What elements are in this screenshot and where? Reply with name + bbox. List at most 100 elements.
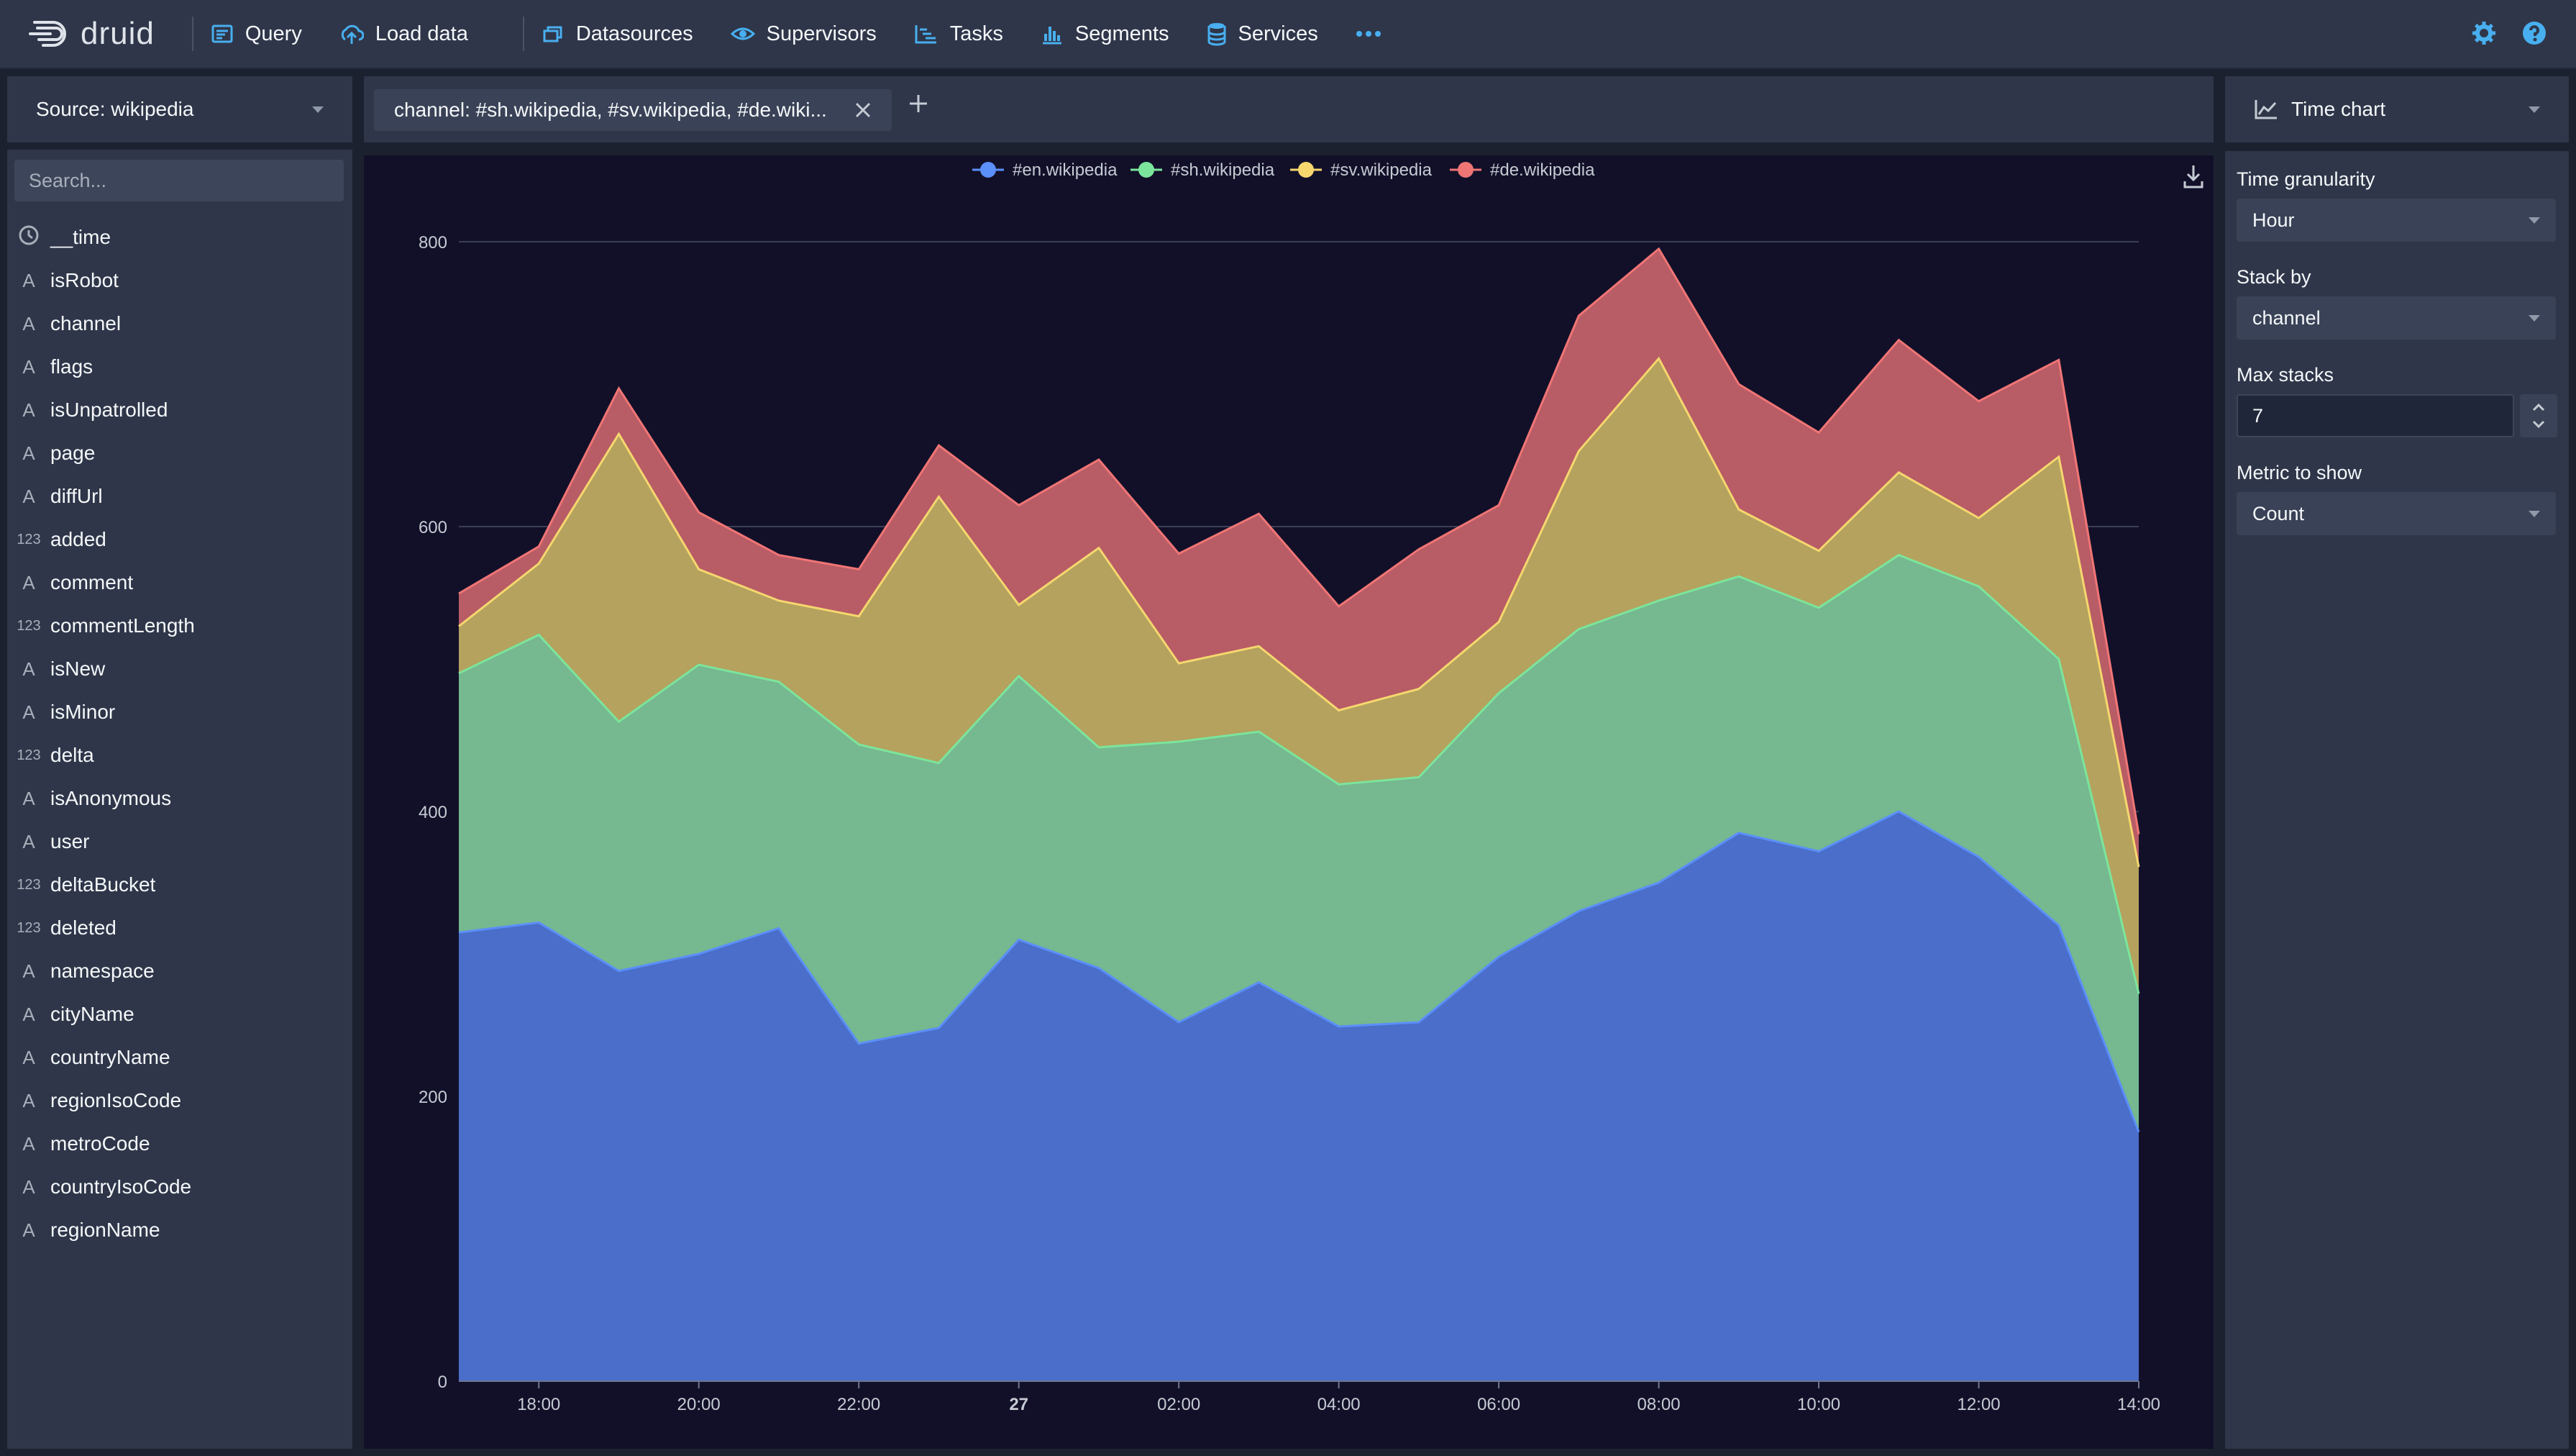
source-selector[interactable]: Source: wikipedia [7, 76, 352, 142]
line-chart-icon [2255, 100, 2277, 119]
nav-query[interactable]: Query [211, 22, 302, 46]
nav-datasources[interactable]: Datasources [542, 22, 693, 46]
gear-icon[interactable] [2471, 20, 2497, 46]
help-icon[interactable] [2521, 20, 2547, 46]
time-granularity-label: Time granularity [2237, 168, 2375, 190]
string-type-icon: A [22, 960, 35, 982]
nav-separator [191, 17, 193, 51]
number-type-icon: 123 [17, 747, 41, 763]
chevron-down-icon [312, 106, 324, 113]
filter-bar: channel: #sh.wikipedia, #sv.wikipedia, #… [364, 76, 2214, 142]
legend-label: #de.wikipedia [1490, 160, 1595, 180]
column-name: commentLength [50, 614, 195, 637]
series-line-dewikipedia [458, 247, 2140, 834]
visualization-label: Time chart [2291, 98, 2386, 120]
series-area-shwikipedia [459, 555, 2139, 1132]
filter-pill[interactable]: channel: #sh.wikipedia, #sv.wikipedia, #… [374, 89, 892, 131]
stack-by-value: channel [2252, 306, 2321, 329]
druid-logo[interactable]: druid [29, 16, 155, 52]
column-item[interactable]: __time [7, 216, 352, 259]
column-item[interactable]: 123 deltaBucket [7, 863, 352, 906]
column-name: delta [50, 744, 94, 766]
nav-load-data-label: Load data [375, 22, 468, 45]
string-type-icon: A [22, 1175, 35, 1198]
y-tick-label: 400 [419, 803, 447, 822]
column-name: countryName [50, 1046, 170, 1068]
column-item[interactable]: 123 added [7, 518, 352, 561]
column-name: channel [50, 312, 122, 335]
column-item[interactable]: 123 delta [7, 734, 352, 777]
query-icon [211, 24, 233, 43]
download-icon[interactable] [2183, 165, 2203, 188]
x-tick-label: 14:00 [2117, 1395, 2160, 1414]
column-name: flags [50, 355, 93, 378]
more-menu-button[interactable] [1356, 30, 1393, 37]
series-area-svwikipedia [459, 358, 2139, 994]
search-input[interactable]: Search... [14, 160, 344, 201]
legend-marker [980, 162, 996, 178]
nav-services[interactable]: Services [1207, 22, 1318, 46]
max-stacks-stepper[interactable] [2520, 394, 2557, 437]
x-tick-label: 18:00 [517, 1395, 560, 1414]
metric-label: Metric to show [2237, 462, 2362, 483]
nav-segments[interactable]: Segments [1041, 22, 1169, 46]
string-type-icon: A [22, 830, 35, 852]
column-name: isAnonymous [50, 787, 172, 809]
metric-select[interactable]: Count [2237, 492, 2556, 535]
close-icon[interactable] [854, 101, 872, 119]
tasks-icon [915, 25, 936, 44]
nav-load-data[interactable]: Load data [339, 22, 468, 46]
number-type-icon: 123 [17, 617, 41, 634]
legend-marker [1298, 162, 1314, 178]
filter-pill-text: channel: #sh.wikipedia, #sv.wikipedia, #… [394, 99, 827, 121]
string-type-icon: A [22, 1003, 35, 1025]
nav-supervisors[interactable]: Supervisors [730, 22, 877, 46]
stack-by-select[interactable]: channel [2237, 296, 2556, 340]
x-tick-label: 20:00 [677, 1395, 721, 1414]
visualization-selector[interactable]: Time chart [2225, 76, 2569, 151]
y-tick-label: 600 [419, 518, 447, 537]
metric-value: Count [2252, 502, 2305, 524]
y-tick-label: 0 [438, 1373, 447, 1392]
nav-tasks[interactable]: Tasks [914, 22, 1003, 46]
column-name: isUnpatrolled [50, 399, 168, 421]
x-tick-label: 04:00 [1317, 1395, 1361, 1414]
legend-marker [1138, 162, 1154, 178]
series-area-enwikipedia [459, 811, 2139, 1381]
upload-icon [341, 24, 364, 44]
string-type-icon: A [22, 1132, 35, 1155]
number-type-icon: 123 [17, 919, 41, 936]
string-type-icon: A [22, 312, 35, 335]
add-filter-button[interactable] [908, 86, 929, 122]
max-stacks-label: Max stacks [2237, 364, 2334, 386]
max-stacks-input[interactable]: 7 [2237, 394, 2514, 437]
column-item[interactable]: 123 deleted [7, 906, 352, 950]
number-type-icon: 123 [17, 876, 41, 893]
source-label: Source: wikipedia [36, 98, 194, 120]
column-name: added [50, 528, 106, 550]
time-granularity-select[interactable]: Hour [2237, 199, 2556, 242]
column-name: __time [50, 226, 111, 248]
column-item[interactable]: 123 commentLength [7, 604, 352, 647]
string-type-icon: A [22, 442, 35, 464]
max-stacks-value: 7 [2252, 404, 2264, 427]
